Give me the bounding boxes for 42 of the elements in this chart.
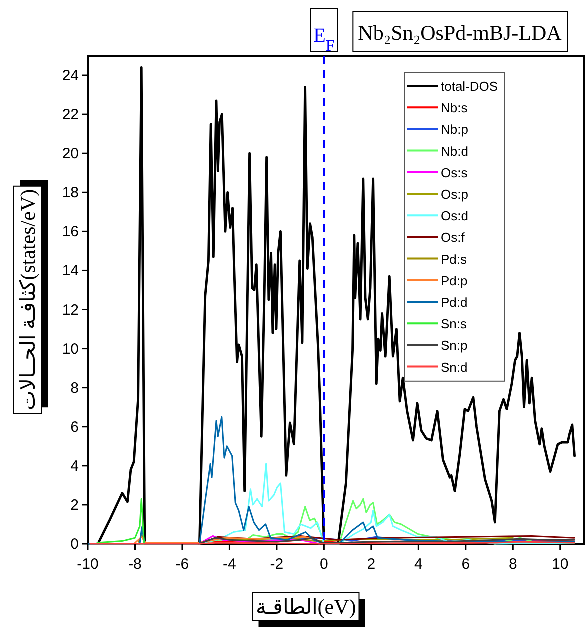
y-tick-label: 22 [62,106,79,124]
y-tick-label: 16 [62,224,79,241]
x-tick-label: -6 [176,556,190,573]
y-tick-label: 4 [70,458,79,475]
legend-label: Os:d [441,208,468,224]
x-tick-label: -10 [77,556,99,573]
legend-label: Pd:s [441,252,468,267]
x-tick-label: -4 [223,556,236,573]
y-tick-label: 8 [70,380,79,397]
y-tick-label: 20 [62,146,79,163]
x-axis-title: الطاقـة(eV) [256,595,356,619]
legend-label: Os:p [441,187,468,202]
y-tick-label: 0 [70,536,79,553]
y-tick-label: 18 [62,184,79,202]
ref-line-label: E$_{F}$ [314,25,335,54]
x-tick-label: -8 [128,556,142,573]
x-tick-label: 2 [367,556,376,573]
y-tick-label: 2 [70,496,79,514]
legend-label: Nb:p [441,122,468,138]
legend-label: total-DOS [441,79,498,94]
x-tick-label: 10 [552,556,569,573]
y-tick-label: 14 [62,262,79,280]
y-tick-label: 12 [62,302,79,319]
y-tick-label: 24 [62,68,79,85]
legend-label: Nb:d [441,144,468,159]
chart-title: Nb₂Sn₂OsPd-mBJ-LDA [358,21,563,45]
x-tick-label: -2 [270,556,284,573]
y-tick-label: 6 [70,418,79,436]
x-tick-label: 0 [320,556,328,573]
legend-label: Os:f [441,230,466,246]
legend-label: Os:s [441,165,468,180]
x-tick-label: 8 [508,556,518,573]
legend-label: Nb:s [441,100,468,116]
y-tick-label: 10 [62,340,79,358]
legend-label: Pd:p [441,273,468,288]
legend-label: Sn:s [441,316,468,332]
legend-label: Pd:d [441,295,468,310]
x-tick-label: 6 [462,556,470,573]
legend-label: Sn:p [441,338,468,354]
x-tick-label: 4 [414,556,423,573]
legend-label: Sn:d [441,360,468,375]
y-axis-title: كثافـة الحــالات(states/eV) [16,189,40,411]
